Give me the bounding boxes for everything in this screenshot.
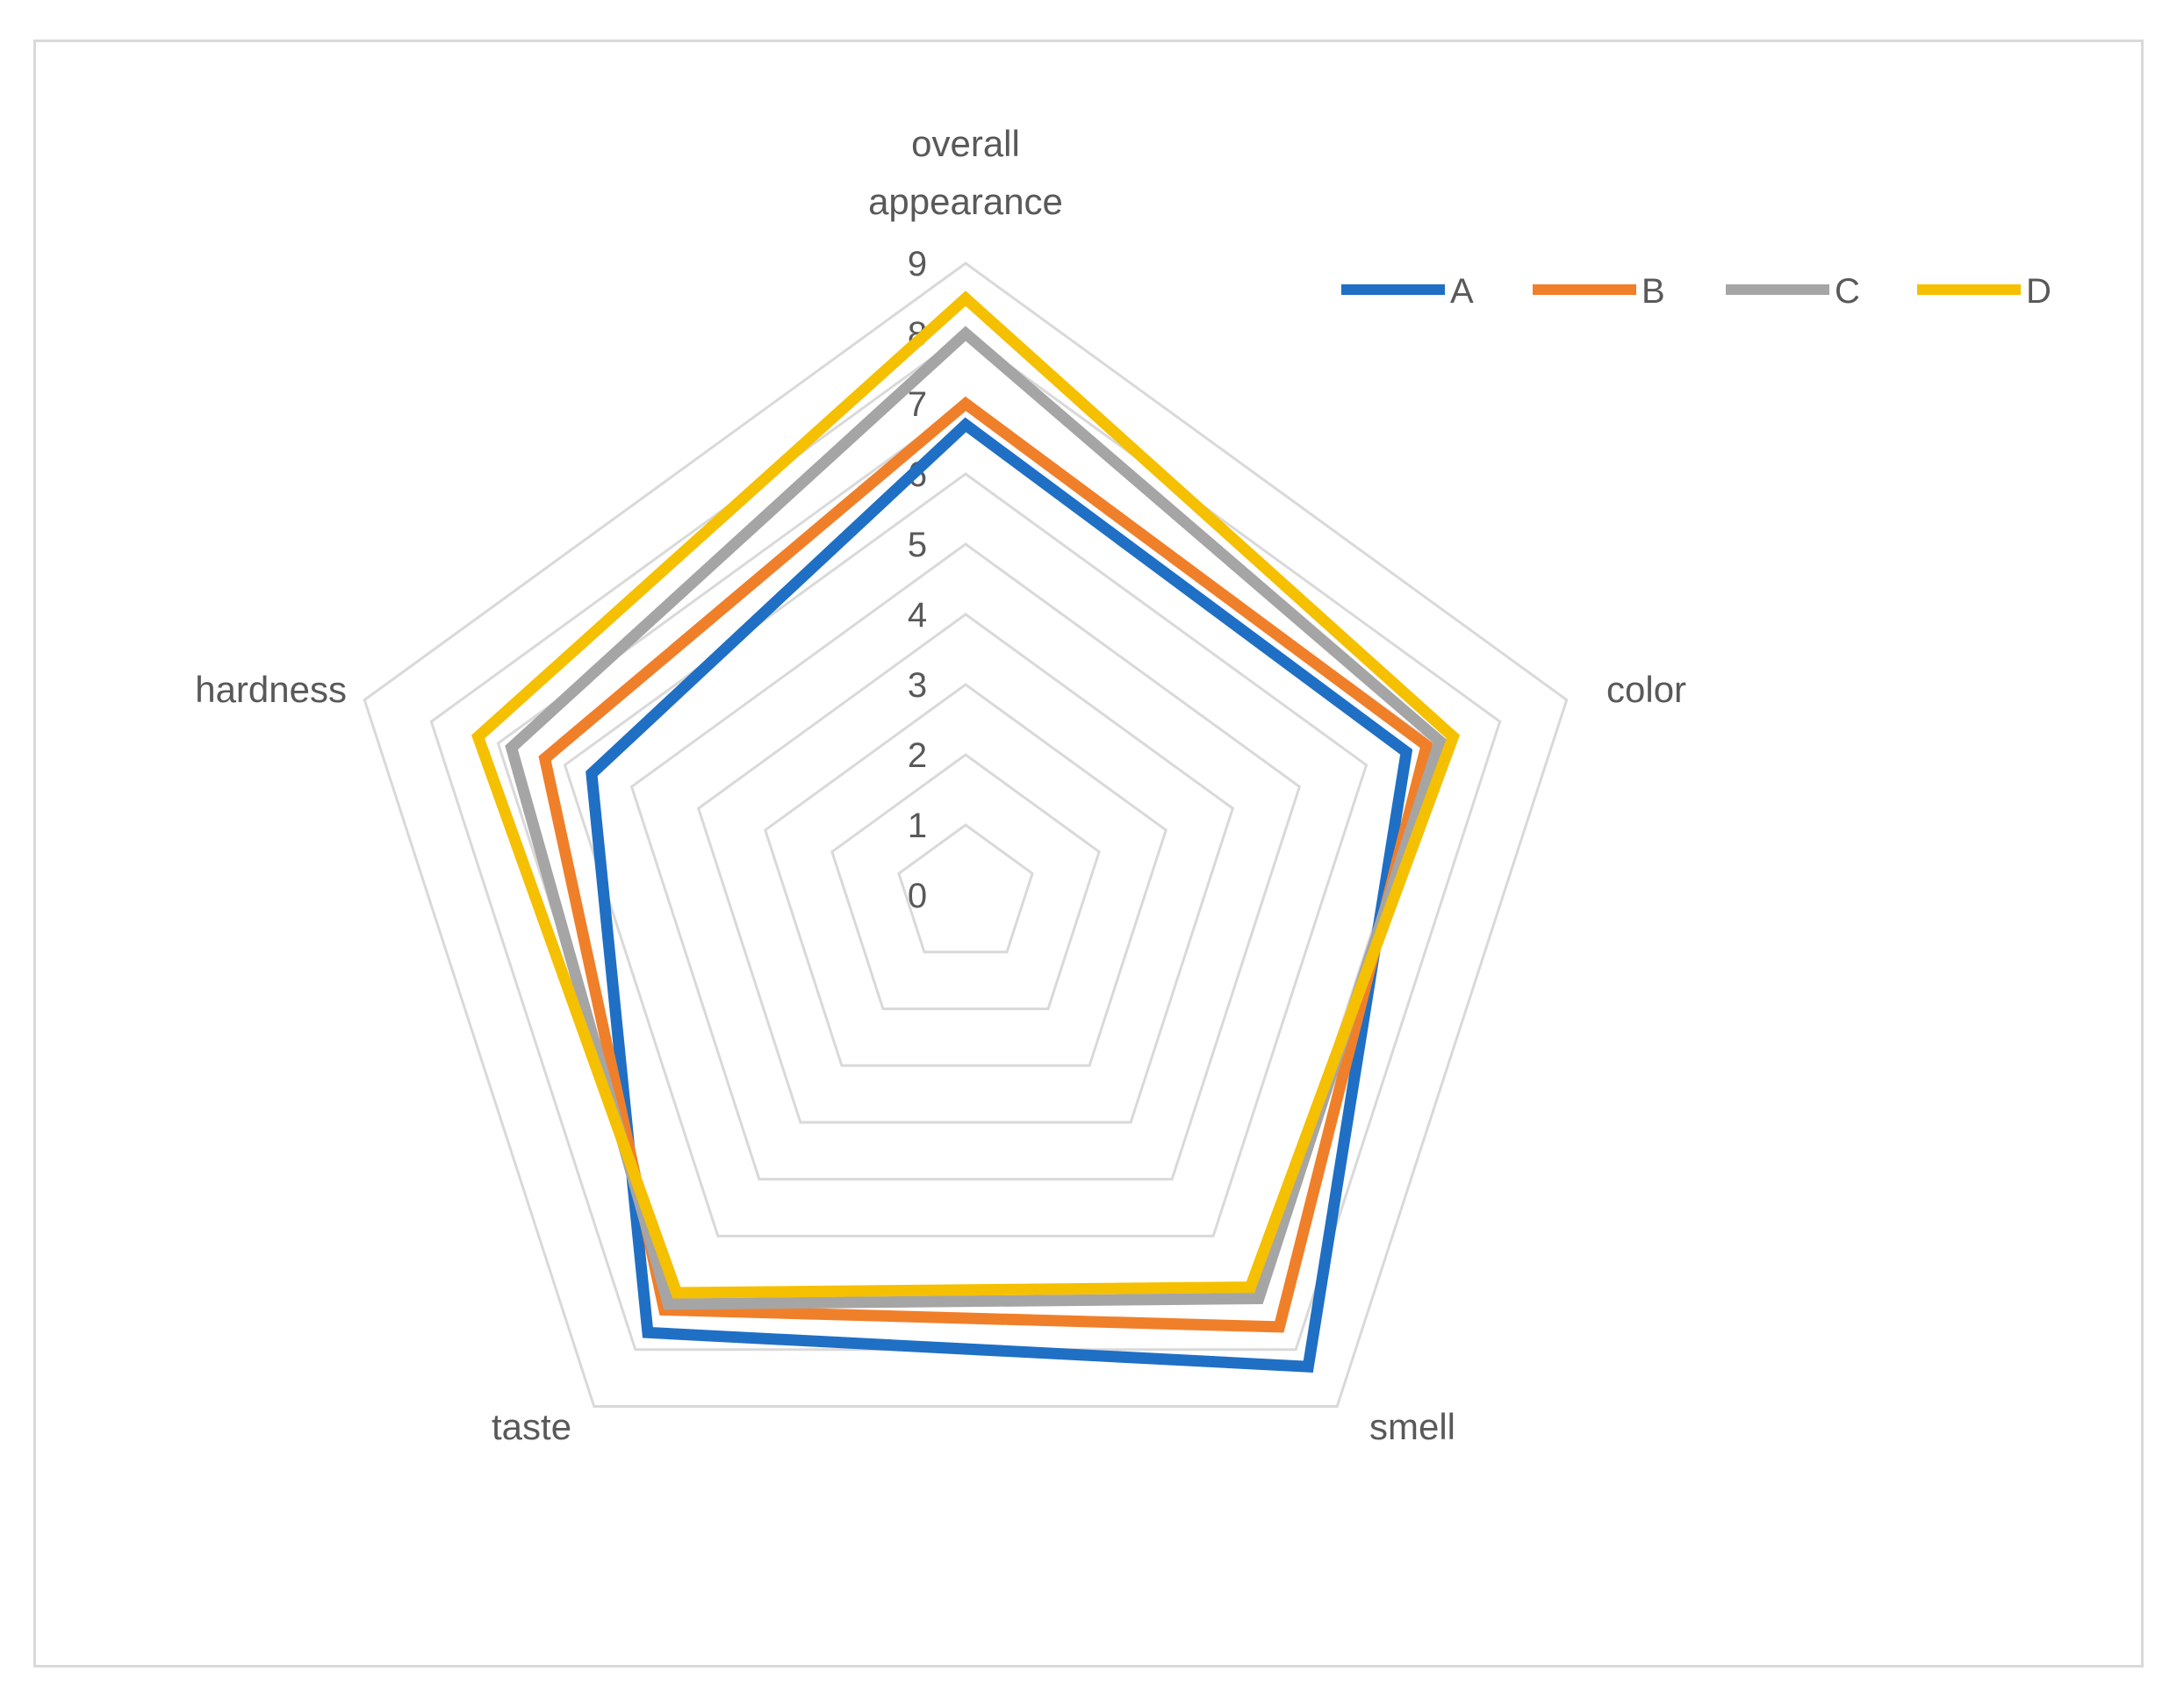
axis-label-line: hardness [195,669,347,710]
axis-labels: overall appearance color smell taste hardness [195,123,1686,1447]
series-A-line [586,417,1413,1373]
axis-label-0: overall appearance [868,123,1063,222]
tick-label: 2 [908,736,927,775]
axis-label-2: smell [1369,1406,1455,1447]
legend-label-C: C [1835,272,1860,311]
tick-label: 4 [908,596,927,635]
tick-label: 9 [908,245,927,283]
tick-label: 3 [908,666,927,705]
legend-label-D: D [2026,272,2051,311]
axis-label-line: color [1606,669,1686,710]
series-C-line [505,326,1447,1310]
grid-ring-2 [830,753,1101,1010]
axis-label-line: taste [492,1406,571,1447]
grid-ring-3 [763,683,1168,1067]
grid-ring-6 [563,472,1369,1237]
grid-ring-4 [696,613,1235,1124]
grid-ring-5 [629,542,1302,1181]
axis-label-3: taste [492,1406,571,1447]
axis-label-line: smell [1369,1406,1455,1447]
grid-ring-9 [363,262,1569,1408]
axis-label-line: overall [911,123,1020,164]
legend: A B C D [1341,272,2051,311]
legend-label-B: B [1642,272,1665,311]
chart-frame [33,39,2144,1668]
grid-layer [363,262,1569,1408]
series-D-line [471,290,1461,1299]
tick-label: 1 [908,807,927,845]
axis-label-line: appearance [868,181,1063,222]
series-layer [471,290,1461,1373]
tick-label: 5 [908,526,927,564]
series-B-line [538,396,1433,1333]
legend-label-A: A [1450,272,1474,311]
tick-label: 7 [908,385,927,424]
axis-label-1: color [1606,669,1686,710]
axis-label-4: hardness [195,669,347,710]
tick-label: 0 [908,877,927,915]
grid-ring-1 [897,823,1034,954]
